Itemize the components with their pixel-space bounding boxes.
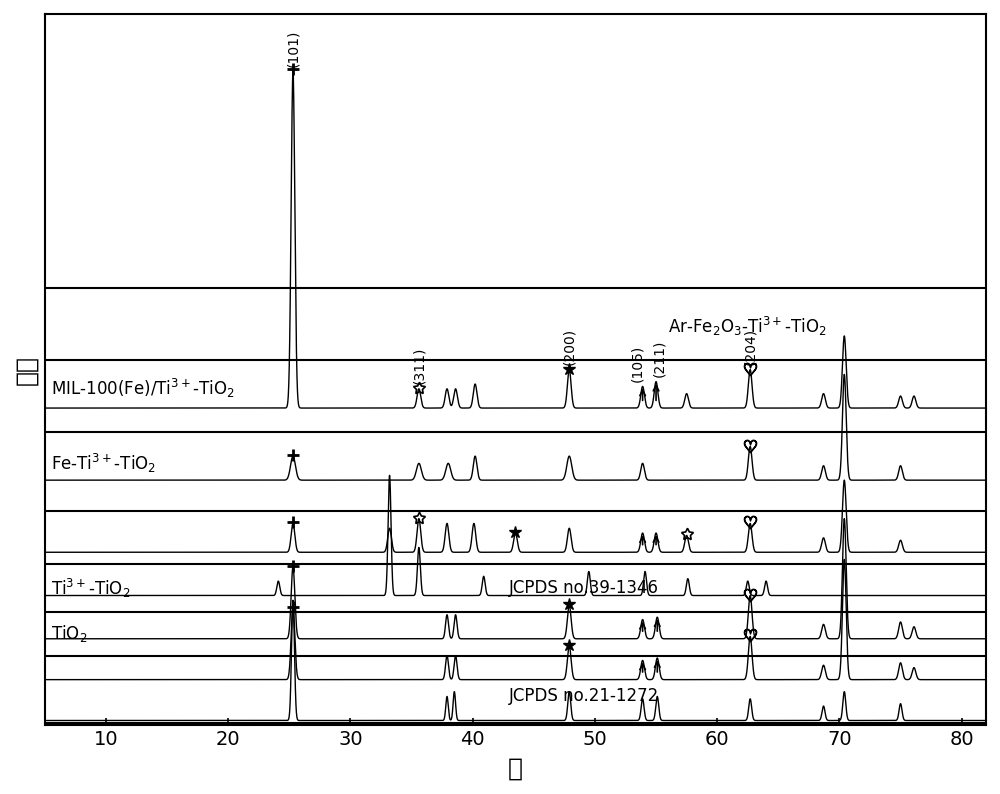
Text: MIL-100(Fe)/Ti$^{3+}$-TiO$_2$: MIL-100(Fe)/Ti$^{3+}$-TiO$_2$ [51,377,235,400]
Text: (105): (105) [631,345,645,382]
Text: Ti$^{3+}$-TiO$_2$: Ti$^{3+}$-TiO$_2$ [51,576,130,599]
X-axis label: 度: 度 [508,756,523,781]
Text: (211): (211) [653,339,667,377]
Text: (200): (200) [562,328,576,364]
Text: JCPDS no.39-1346: JCPDS no.39-1346 [509,580,659,597]
Text: Ar-Fe$_2$O$_3$-Ti$^{3+}$-TiO$_2$: Ar-Fe$_2$O$_3$-Ti$^{3+}$-TiO$_2$ [668,314,827,338]
Text: (204): (204) [743,328,757,364]
Y-axis label: 强度: 强度 [14,355,38,384]
Text: (101): (101) [286,29,300,67]
Text: JCPDS no.21-1272: JCPDS no.21-1272 [509,688,660,705]
Text: (311): (311) [412,347,426,384]
Text: TiO$_2$: TiO$_2$ [51,623,87,645]
Text: Fe-Ti$^{3+}$-TiO$_2$: Fe-Ti$^{3+}$-TiO$_2$ [51,452,156,475]
